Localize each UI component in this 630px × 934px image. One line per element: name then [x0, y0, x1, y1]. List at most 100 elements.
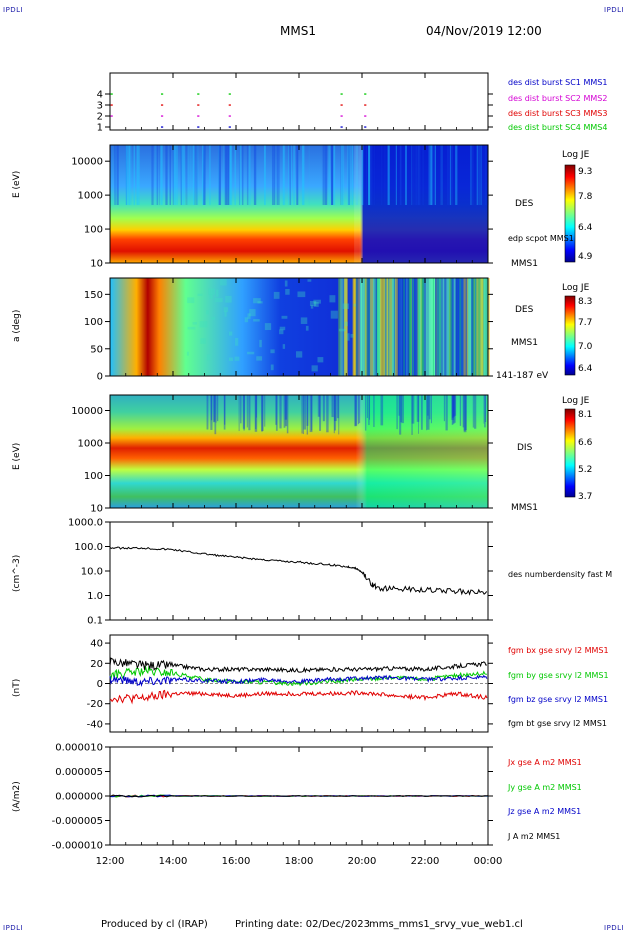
des-energy-streak [195, 145, 198, 205]
y-tick-label: -40 [87, 719, 103, 730]
density-frame [109, 521, 489, 621]
des-pitch-streak [352, 278, 356, 376]
dis-energy-streak [261, 395, 263, 432]
des-pitch-streak [435, 278, 438, 376]
des-energy-streak [405, 145, 407, 205]
des-pitch-streak [338, 278, 341, 376]
des-pitch-streak [381, 278, 385, 376]
des-energy-panel: 10000 1000 100 10 [71, 144, 493, 270]
des-energy-streak [290, 145, 292, 205]
des-energy-streak [384, 145, 386, 205]
y-tick-label: 0.1 [87, 616, 103, 627]
des-pitch-patch [282, 344, 286, 349]
des-pitch-patch [244, 317, 249, 323]
des-energy-streak [229, 145, 231, 205]
des-energy-streak [160, 145, 163, 205]
dis-energy-streak [473, 395, 477, 429]
des-pitch-streak [381, 278, 384, 376]
des-energy-streak [293, 145, 295, 205]
des-energy-streak [400, 145, 402, 205]
colorbar-tick-des-pitch-1: 7.7 [578, 318, 593, 328]
burst-point [228, 115, 231, 117]
legend-by: fgm by gse srvy l2 MMS1 [508, 671, 609, 680]
des-pitch-streak [364, 278, 367, 376]
des-energy-streak [330, 145, 334, 205]
des-pitch-patch [247, 351, 255, 355]
des-energy-streak [293, 145, 295, 205]
des-pitch-patch [253, 319, 260, 322]
legend-burst-sc3: des dist burst SC3 MMS3 [508, 109, 608, 118]
des-energy-streak [271, 145, 275, 205]
des-energy-streak [422, 145, 424, 205]
des-pitch-streak [413, 278, 418, 376]
des-energy-streak [172, 145, 174, 205]
des-pitch-patch [264, 323, 272, 331]
des-energy-streak [387, 145, 391, 205]
dis-energy-streak [338, 395, 340, 435]
x-tick-label: 12:00 [96, 856, 125, 867]
des-pitch-patch [310, 305, 314, 309]
dis-energy-streak [369, 395, 371, 420]
x-tick-label: 14:00 [159, 856, 188, 867]
des-energy-streak [430, 145, 432, 205]
y-tick-label: -0.000005 [52, 816, 103, 827]
dis-energy-streak [430, 395, 432, 424]
des-pitch-streak [348, 278, 353, 376]
des-pitch-patch [329, 295, 336, 303]
des-pitch-patch [199, 321, 208, 328]
dis-energy-streak [484, 395, 486, 428]
des-pitch-streak [433, 278, 436, 376]
des-energy-overlay [110, 145, 488, 263]
des-pitch-streak [382, 278, 386, 376]
des-pitch-streak [448, 278, 453, 376]
colorbar-tick-des-energy-0: 9.3 [578, 167, 593, 177]
dis-energy-streak [427, 395, 429, 416]
bfield-line-0 [109, 689, 488, 705]
des-pitch-streak [386, 278, 388, 376]
des-energy-streak [264, 145, 266, 205]
des-energy-gap [354, 145, 361, 263]
des-pitch-streak [440, 278, 443, 376]
density-panel: 1000.0 100.0 10.0 1.0 0.1 [68, 518, 493, 627]
des-pitch-streak [360, 278, 365, 376]
dis-energy-streak [380, 395, 384, 426]
des-pitch-patch [200, 338, 206, 344]
des-energy-streak [218, 145, 220, 205]
des-pitch-streak [418, 278, 422, 376]
dis-energy-streak [354, 395, 357, 427]
label-mms1-des-pitch: MMS1 [511, 338, 538, 348]
dis-energy-streak [216, 395, 219, 422]
dis-energy-streak [365, 395, 367, 431]
des-pitch-patch [300, 317, 308, 324]
x-tick-label: 00:00 [474, 856, 503, 867]
burst-point [110, 104, 113, 106]
des-energy-streak [137, 145, 140, 205]
des-pitch-streak [374, 278, 378, 376]
des-energy-streak [133, 145, 135, 205]
des-pitch-patch [307, 279, 312, 282]
dis-energy-streak [214, 395, 217, 435]
des-energy-streak [177, 145, 178, 205]
dis-energy-streak [255, 395, 257, 430]
des-pitch-streak [380, 278, 385, 376]
des-energy-streak [368, 145, 371, 205]
des-pitch-streak [396, 278, 399, 376]
des-pitch-streak [476, 278, 478, 376]
des-energy-streak [348, 145, 350, 205]
des-pitch-patch [279, 329, 284, 335]
des-energy-streak [241, 145, 244, 205]
des-pitch-streak [478, 278, 481, 376]
des-pitch-streak [346, 278, 350, 376]
des-pitch-streak [412, 278, 416, 376]
des-pitch-patch [279, 326, 286, 331]
des-energy-streak [209, 145, 211, 205]
des-energy-streak [228, 145, 230, 205]
des-pitch-streak [408, 278, 410, 376]
des-pitch-patch [295, 351, 303, 358]
des-energy-streak [278, 145, 280, 205]
des-pitch-streak [373, 278, 377, 376]
des-energy-streak [114, 145, 116, 205]
dis-energy-streak [411, 395, 413, 435]
des-energy-streak [302, 145, 305, 205]
legend-j: J A m2 MMS1 [508, 832, 561, 841]
